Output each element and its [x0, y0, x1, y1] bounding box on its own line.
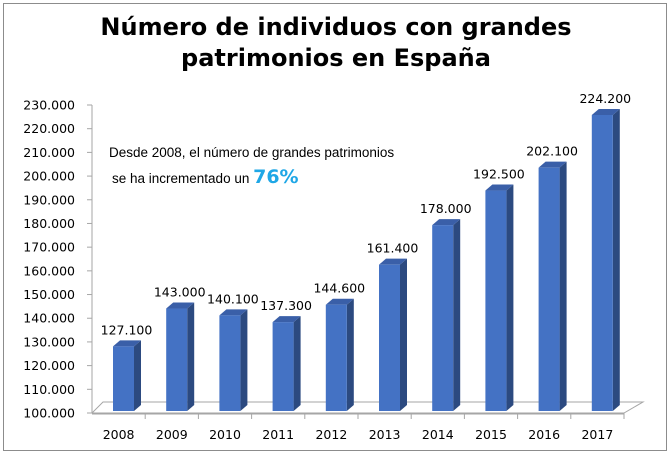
bar-front: [113, 346, 134, 411]
bar-side: [346, 298, 354, 411]
bar-2008: [113, 340, 141, 411]
y-tick-label: 230.000: [23, 98, 75, 113]
data-label: 140.100: [207, 291, 259, 306]
bar-top: [538, 161, 567, 168]
chart-frame: [3, 3, 667, 451]
y-tick-label: 130.000: [23, 334, 75, 349]
y-tick-label: 160.000: [23, 263, 75, 278]
bar-top: [219, 309, 248, 316]
bar-side: [612, 109, 620, 411]
data-label: 137.300: [260, 298, 312, 313]
bar-front: [591, 115, 613, 411]
bar-side: [453, 219, 461, 411]
annotation-line2: se ha incrementado un: [112, 171, 250, 186]
x-tick-label: 2012: [315, 427, 347, 442]
bar-side: [187, 302, 195, 411]
bar-2011: [272, 316, 301, 411]
y-tick-label: 120.000: [23, 358, 75, 373]
data-label: 144.600: [313, 281, 365, 296]
data-label: 143.000: [154, 285, 206, 300]
x-tick-label: 2013: [369, 427, 401, 442]
x-tick-label: 2009: [156, 427, 188, 442]
annotation-highlight: 76%: [253, 166, 299, 188]
bar-top: [485, 184, 514, 191]
data-label: 178.000: [420, 201, 472, 216]
y-tick-label: 110.000: [23, 382, 75, 397]
bar-front: [379, 264, 400, 411]
bar-front: [272, 322, 294, 411]
bar-2010: [219, 309, 248, 411]
bar-top: [325, 298, 354, 305]
annotation: Desde 2008, el número de grandes patrimo…: [109, 141, 394, 191]
annotation-line1: Desde 2008, el número de grandes patrimo…: [109, 145, 395, 160]
data-label: 202.100: [526, 144, 578, 159]
bar-2014: [432, 219, 461, 411]
x-tick-label: 2017: [581, 427, 613, 442]
x-tick-label: 2011: [262, 427, 294, 442]
bar-side: [559, 161, 567, 411]
data-label: 224.200: [579, 91, 631, 106]
x-tick-label: 2016: [528, 427, 560, 442]
y-tick-label: 100.000: [23, 406, 75, 421]
bar-top: [379, 258, 407, 265]
bar-2015: [485, 184, 514, 411]
y-tick-label: 150.000: [23, 287, 75, 302]
bar-side: [240, 309, 248, 411]
bar-side: [134, 340, 141, 411]
chart-title-line1: Número de individuos con grandes: [100, 13, 572, 41]
bar-front: [219, 315, 241, 411]
bar-top: [166, 302, 195, 309]
bar-2017: [591, 109, 620, 411]
y-tick-label: 170.000: [23, 240, 75, 255]
bar-2009: [166, 302, 195, 411]
bar-top: [113, 340, 141, 347]
x-tick-label: 2010: [209, 427, 241, 442]
y-tick-label: 140.000: [23, 311, 75, 326]
bar-2013: [379, 258, 407, 411]
bar-top: [272, 316, 301, 323]
x-tick-label: 2014: [422, 427, 454, 442]
bar-side: [506, 184, 514, 411]
x-tick-label: 2015: [475, 427, 507, 442]
data-label: 127.100: [101, 322, 153, 337]
y-tick-label: 190.000: [23, 192, 75, 207]
bar-top: [432, 219, 461, 226]
bar-front: [325, 304, 347, 411]
bar-2016: [538, 161, 567, 411]
data-label: 161.400: [367, 241, 419, 256]
bar-front: [432, 225, 454, 411]
bar-top: [591, 109, 620, 115]
chart-title: Número de individuos con grandes patrimo…: [0, 12, 672, 74]
y-tick-label: 220.000: [23, 121, 75, 136]
bar-front: [166, 308, 188, 411]
bar-front: [538, 167, 560, 411]
bar-side: [293, 316, 301, 411]
y-tick-label: 210.000: [23, 145, 75, 160]
chart-title-line2: patrimonios en España: [181, 44, 491, 72]
x-tick-label: 2008: [103, 427, 135, 442]
y-tick-label: 200.000: [23, 169, 75, 184]
bar-2012: [325, 298, 354, 411]
data-label: 192.500: [473, 167, 525, 182]
y-tick-label: 180.000: [23, 216, 75, 231]
bar-front: [485, 190, 507, 411]
bar-side: [400, 258, 407, 411]
